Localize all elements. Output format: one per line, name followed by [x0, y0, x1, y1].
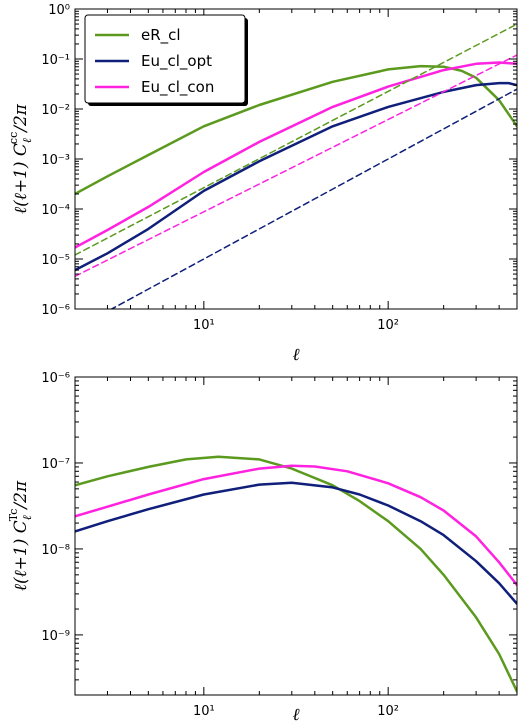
legend-label: Eu_cl_opt	[141, 52, 212, 71]
axes-frame	[74, 376, 518, 696]
plot-area	[75, 23, 517, 309]
x-tick-label: 10²	[377, 704, 399, 719]
series-line-0	[75, 455, 517, 693]
legend: eR_cl Eu_cl_opt Eu_cl_con	[84, 14, 248, 106]
series-line-2	[75, 464, 517, 587]
series-line-1	[75, 481, 517, 606]
series-line-0	[75, 64, 517, 196]
legend-label: Eu_cl_con	[141, 78, 214, 97]
legend-label: eR_cl	[141, 26, 181, 45]
y-tick-label: 10⁻¹	[41, 53, 70, 68]
series-line-2	[75, 61, 517, 249]
x-axis-label: ℓ	[292, 705, 299, 724]
y-tick-label: 10⁻⁷	[41, 457, 70, 472]
y-tick-label: 10⁰	[48, 3, 70, 18]
x-tick-label: 10¹	[193, 704, 215, 719]
y-tick-label: 10⁻⁴	[41, 203, 70, 218]
bottom-panel-tc: 10¹ 10² 10⁻⁹ 10⁻⁸ 10⁻⁷ 10⁻⁶ ℓ ℓ(ℓ+1) CℓTc/2π	[7, 371, 518, 724]
series-line-1	[75, 81, 517, 272]
y-tick-label: 10⁻⁶	[41, 303, 70, 318]
dashed-reference-line-5	[75, 54, 517, 278]
x-axis-label: ℓ	[292, 345, 299, 365]
y-tick-label: 10⁻³	[41, 153, 70, 168]
x-tick-label: 10²	[377, 318, 399, 333]
legend-box	[84, 14, 246, 104]
dashed-reference-line-4	[110, 88, 517, 309]
top-panel-cc: 10¹ 10² 10⁻⁶ 10⁻⁵ 10⁻⁴ 10⁻³ 10⁻² 10⁻¹ 10⁰ ℓ ℓ(ℓ+1)…	[7, 3, 518, 365]
plot-area	[75, 455, 517, 693]
y-axis-label: ℓ(ℓ+1) CℓTc/2π	[7, 480, 34, 591]
y-tick-label: 10⁻²	[41, 103, 70, 118]
y-axis-label: ℓ(ℓ+1) Cℓcc/2π	[7, 103, 34, 214]
y-tick-label: 10⁻⁹	[41, 629, 70, 644]
y-tick-label: 10⁻⁸	[41, 543, 70, 558]
y-tick-label: 10⁻⁵	[41, 253, 70, 268]
dashed-reference-line-3	[75, 23, 517, 256]
x-tick-label: 10¹	[193, 318, 215, 333]
y-tick-label: 10⁻⁶	[41, 371, 70, 386]
